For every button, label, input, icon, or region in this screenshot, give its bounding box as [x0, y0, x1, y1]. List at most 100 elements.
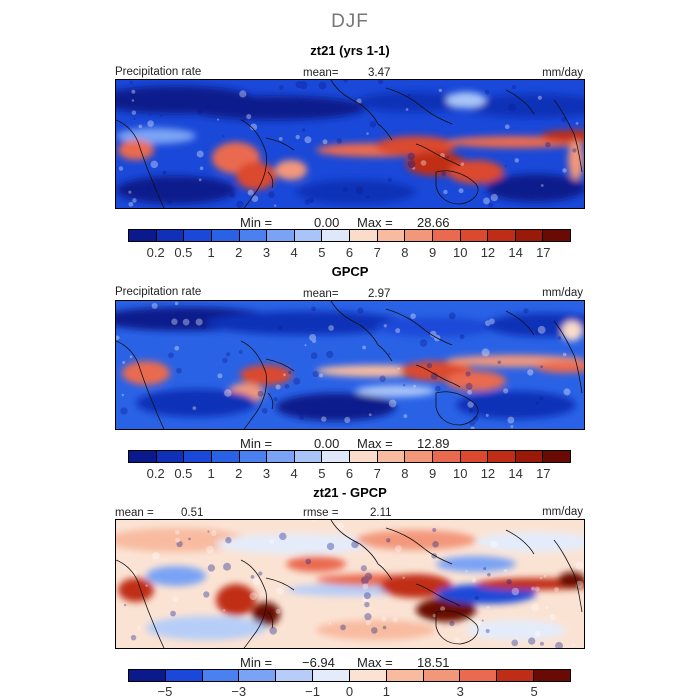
colorbar-tick-label: 9	[429, 245, 436, 260]
precipitation-field	[116, 520, 584, 648]
panel-2-mean-label: mean=	[303, 289, 338, 301]
panel-2-colorbar-ticks: 0.2 0.5 1 2 3 4 5 6 7 8 9 10 12 14 17	[128, 466, 571, 480]
panel-3-mean-value: 0.51	[181, 508, 203, 520]
colorbar-swatch	[322, 230, 350, 241]
panel-3-max-value: 18.51	[417, 656, 450, 669]
panel-1-colorbar	[128, 229, 571, 242]
colorbar-tick-label: 6	[346, 466, 353, 481]
colorbar-tick-label: 3	[457, 684, 464, 699]
panel-2-map	[115, 300, 585, 430]
colorbar-tick-label: 1	[207, 245, 214, 260]
colorbar-tick-label: 17	[536, 245, 550, 260]
panel-3-title: zt21 - GPCP	[0, 486, 700, 499]
panel-2-units: mm/day	[542, 288, 583, 300]
precipitation-field	[116, 301, 584, 429]
colorbar-tick-label: 2	[235, 466, 242, 481]
colorbar-tick-label: 7	[374, 466, 381, 481]
colorbar-swatch	[267, 451, 295, 462]
panel-3-colorbar-ticks: −5 −3 −1 0 1 3 5	[128, 684, 571, 698]
colorbar-swatch	[534, 670, 570, 681]
colorbar-tick-label: 1	[383, 684, 390, 699]
colorbar-swatch	[267, 230, 295, 241]
colorbar-tick-label: −1	[305, 684, 320, 699]
panel-3-min-value: −6.94	[302, 656, 335, 669]
colorbar-tick-label: 17	[536, 466, 550, 481]
panel-2-title: GPCP	[0, 265, 700, 278]
colorbar-tick-label: 10	[453, 466, 467, 481]
panel-3-mean-label: mean =	[115, 508, 154, 520]
colorbar-tick-label: 5	[318, 245, 325, 260]
panel-1-map	[115, 79, 585, 209]
panel-3-min-label: Min =	[240, 656, 272, 669]
colorbar-tick-label: 8	[401, 245, 408, 260]
colorbar-swatch	[543, 230, 570, 241]
colorbar-swatch	[212, 230, 240, 241]
colorbar-swatch	[387, 670, 424, 681]
colorbar-tick-label: 3	[263, 466, 270, 481]
colorbar-swatch	[129, 451, 157, 462]
colorbar-swatch	[313, 670, 350, 681]
colorbar-swatch	[433, 230, 461, 241]
colorbar-tick-label: 7	[374, 245, 381, 260]
colorbar-swatch	[184, 230, 212, 241]
colorbar-swatch	[166, 670, 203, 681]
panel-3-map	[115, 519, 585, 649]
panel-1-min-label: Min =	[240, 216, 272, 229]
colorbar-swatch	[295, 230, 323, 241]
colorbar-tick-label: 1	[207, 466, 214, 481]
panel-1-mean-label: mean=	[303, 68, 338, 80]
colorbar-tick-label: 0.2	[147, 245, 165, 260]
panel-1-min-value: 0.00	[314, 216, 339, 229]
colorbar-swatch	[461, 230, 489, 241]
colorbar-swatch	[157, 230, 185, 241]
colorbar-tick-label: 0.2	[147, 466, 165, 481]
colorbar-swatch	[322, 451, 350, 462]
panel-3-max-label: Max =	[357, 656, 393, 669]
panel-2-min-value: 0.00	[314, 437, 339, 450]
colorbar-tick-label: −5	[157, 684, 172, 699]
colorbar-swatch	[424, 670, 461, 681]
colorbar-tick-label: 6	[346, 245, 353, 260]
panel-2-max-value: 12.89	[417, 437, 450, 450]
colorbar-tick-label: 0.5	[174, 466, 192, 481]
colorbar-swatch	[378, 230, 406, 241]
colorbar-swatch	[184, 451, 212, 462]
colorbar-swatch	[405, 451, 433, 462]
panel-3-rmse-value: 2.11	[370, 508, 392, 520]
panel-2-colorbar	[128, 450, 571, 463]
colorbar-tick-label: 8	[401, 466, 408, 481]
colorbar-swatch	[350, 230, 378, 241]
colorbar-swatch	[129, 230, 157, 241]
colorbar-swatch	[212, 451, 240, 462]
colorbar-swatch	[239, 670, 276, 681]
colorbar-tick-label: −3	[231, 684, 246, 699]
colorbar-tick-label: 10	[453, 245, 467, 260]
panel-2-mean-value: 2.97	[368, 289, 390, 301]
colorbar-swatch	[240, 451, 268, 462]
panel-3-colorbar	[128, 669, 571, 682]
colorbar-tick-label: 5	[530, 684, 537, 699]
precipitation-field	[116, 80, 584, 208]
colorbar-swatch	[350, 451, 378, 462]
colorbar-tick-label: 0.5	[174, 245, 192, 260]
panel-3-rmse-label: rmse =	[303, 508, 338, 520]
colorbar-tick-label: 12	[481, 245, 495, 260]
colorbar-tick-label: 4	[291, 245, 298, 260]
colorbar-swatch	[129, 670, 166, 681]
colorbar-swatch	[488, 230, 516, 241]
colorbar-swatch	[203, 670, 240, 681]
panel-2-min-label: Min =	[240, 437, 272, 450]
colorbar-swatch	[497, 670, 534, 681]
panel-3-units: mm/day	[542, 507, 583, 519]
colorbar-swatch	[378, 451, 406, 462]
colorbar-swatch	[433, 451, 461, 462]
colorbar-swatch	[157, 451, 185, 462]
colorbar-swatch	[295, 451, 323, 462]
panel-2-max-label: Max =	[357, 437, 393, 450]
colorbar-swatch	[516, 230, 544, 241]
panel-1-title: zt21 (yrs 1-1)	[0, 44, 700, 57]
panel-1-units: mm/day	[542, 68, 583, 80]
panel-1-colorbar-ticks: 0.2 0.5 1 2 3 4 5 6 7 8 9 10 12 14 17	[128, 245, 571, 259]
colorbar-tick-label: 5	[318, 466, 325, 481]
